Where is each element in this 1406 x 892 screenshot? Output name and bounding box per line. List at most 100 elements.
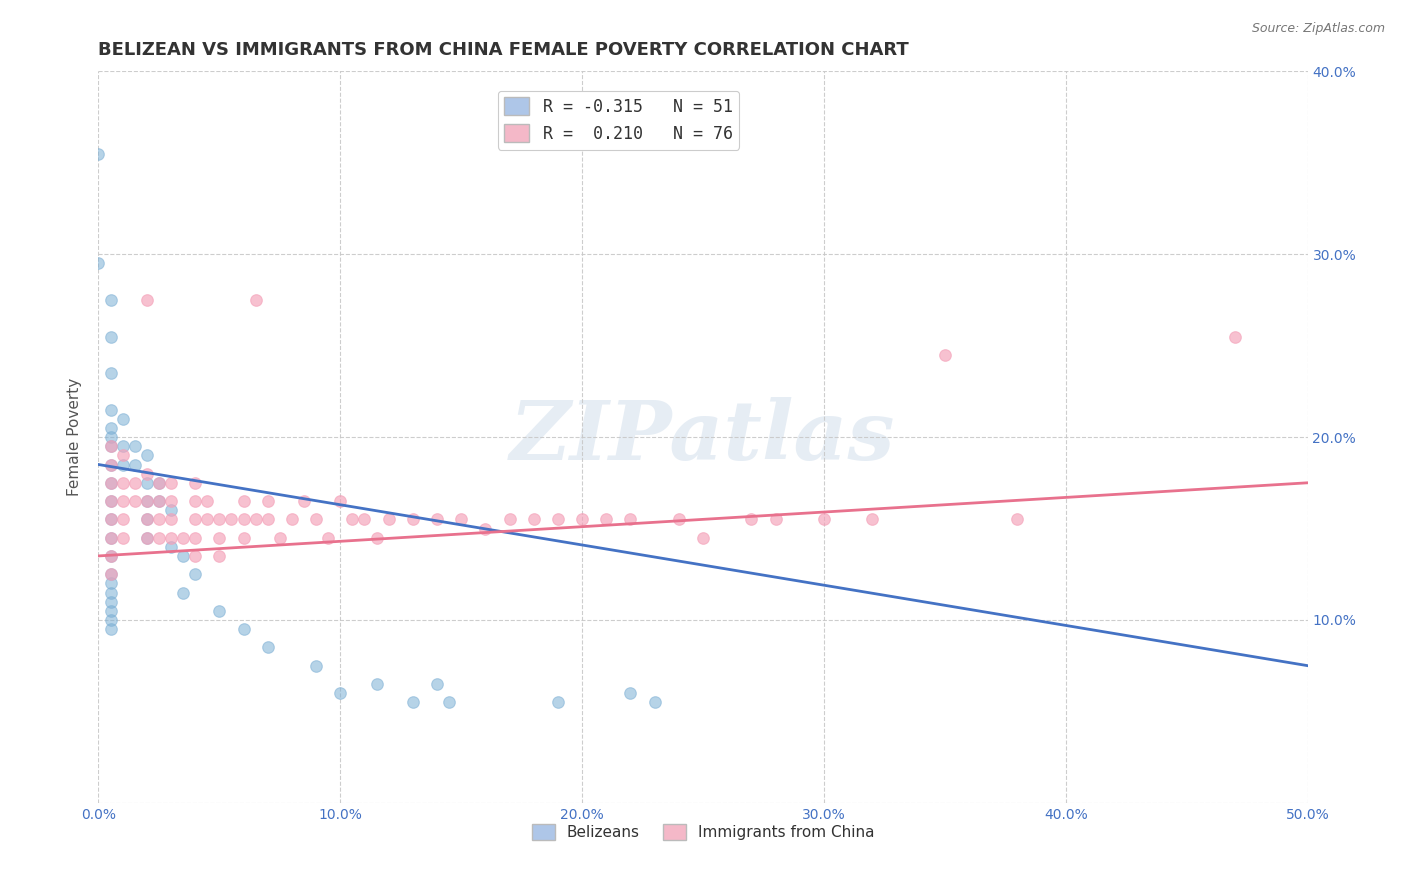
Point xyxy=(111,475,134,490)
Point xyxy=(547,512,569,526)
Point xyxy=(100,594,122,608)
Point xyxy=(208,531,231,545)
Point xyxy=(100,613,122,627)
Point xyxy=(160,531,183,545)
Point xyxy=(100,475,122,490)
Point xyxy=(172,549,194,563)
Point xyxy=(329,686,352,700)
Point xyxy=(111,494,134,508)
Point xyxy=(292,494,315,508)
Point xyxy=(692,531,714,545)
Point xyxy=(100,622,122,636)
Point xyxy=(426,677,449,691)
Point xyxy=(860,512,883,526)
Point xyxy=(281,512,304,526)
Point xyxy=(232,531,254,545)
Point xyxy=(87,256,110,270)
Point xyxy=(221,512,243,526)
Point xyxy=(571,512,593,526)
Point xyxy=(160,540,183,554)
Point xyxy=(474,521,496,535)
Point xyxy=(135,475,157,490)
Point xyxy=(87,146,110,161)
Point xyxy=(100,512,122,526)
Point xyxy=(111,531,134,545)
Point xyxy=(1007,512,1029,526)
Point xyxy=(208,512,231,526)
Point xyxy=(111,458,134,472)
Point xyxy=(135,531,157,545)
Point xyxy=(256,512,278,526)
Y-axis label: Female Poverty: Female Poverty xyxy=(67,378,83,496)
Point xyxy=(595,512,617,526)
Point xyxy=(366,531,388,545)
Point xyxy=(377,512,399,526)
Point xyxy=(100,366,122,380)
Legend: Belizeans, Immigrants from China: Belizeans, Immigrants from China xyxy=(526,817,880,847)
Point xyxy=(184,494,207,508)
Point xyxy=(100,458,122,472)
Point xyxy=(172,585,194,599)
Point xyxy=(124,475,146,490)
Point xyxy=(111,512,134,526)
Point xyxy=(208,549,231,563)
Point xyxy=(100,585,122,599)
Point xyxy=(160,503,183,517)
Point xyxy=(160,494,183,508)
Point xyxy=(135,293,157,307)
Point xyxy=(100,549,122,563)
Point xyxy=(366,677,388,691)
Point xyxy=(135,467,157,481)
Point xyxy=(100,293,122,307)
Point xyxy=(160,475,183,490)
Point xyxy=(148,475,170,490)
Point xyxy=(934,348,956,362)
Point xyxy=(765,512,787,526)
Point xyxy=(100,494,122,508)
Point xyxy=(256,494,278,508)
Point xyxy=(498,512,520,526)
Point xyxy=(100,576,122,591)
Point xyxy=(619,686,641,700)
Point xyxy=(111,448,134,462)
Text: Source: ZipAtlas.com: Source: ZipAtlas.com xyxy=(1251,22,1385,36)
Point xyxy=(184,567,207,582)
Text: ZIPatlas: ZIPatlas xyxy=(510,397,896,477)
Point xyxy=(111,439,134,453)
Point xyxy=(245,293,267,307)
Text: BELIZEAN VS IMMIGRANTS FROM CHINA FEMALE POVERTY CORRELATION CHART: BELIZEAN VS IMMIGRANTS FROM CHINA FEMALE… xyxy=(98,41,910,59)
Point xyxy=(232,494,254,508)
Point xyxy=(100,439,122,453)
Point xyxy=(100,531,122,545)
Point xyxy=(316,531,339,545)
Point xyxy=(100,421,122,435)
Point xyxy=(172,531,194,545)
Point xyxy=(148,531,170,545)
Point xyxy=(100,458,122,472)
Point xyxy=(124,458,146,472)
Point xyxy=(305,658,328,673)
Point xyxy=(305,512,328,526)
Point xyxy=(111,412,134,426)
Point xyxy=(100,494,122,508)
Point xyxy=(523,512,546,526)
Point xyxy=(402,695,425,709)
Point xyxy=(269,531,291,545)
Point xyxy=(342,512,364,526)
Point xyxy=(135,448,157,462)
Point xyxy=(402,512,425,526)
Point xyxy=(100,604,122,618)
Point xyxy=(148,512,170,526)
Point xyxy=(124,439,146,453)
Point xyxy=(644,695,666,709)
Point xyxy=(100,329,122,343)
Point xyxy=(547,695,569,709)
Point xyxy=(813,512,835,526)
Point xyxy=(135,494,157,508)
Point xyxy=(100,439,122,453)
Point xyxy=(740,512,762,526)
Point xyxy=(148,475,170,490)
Point xyxy=(208,604,231,618)
Point xyxy=(100,567,122,582)
Point xyxy=(100,531,122,545)
